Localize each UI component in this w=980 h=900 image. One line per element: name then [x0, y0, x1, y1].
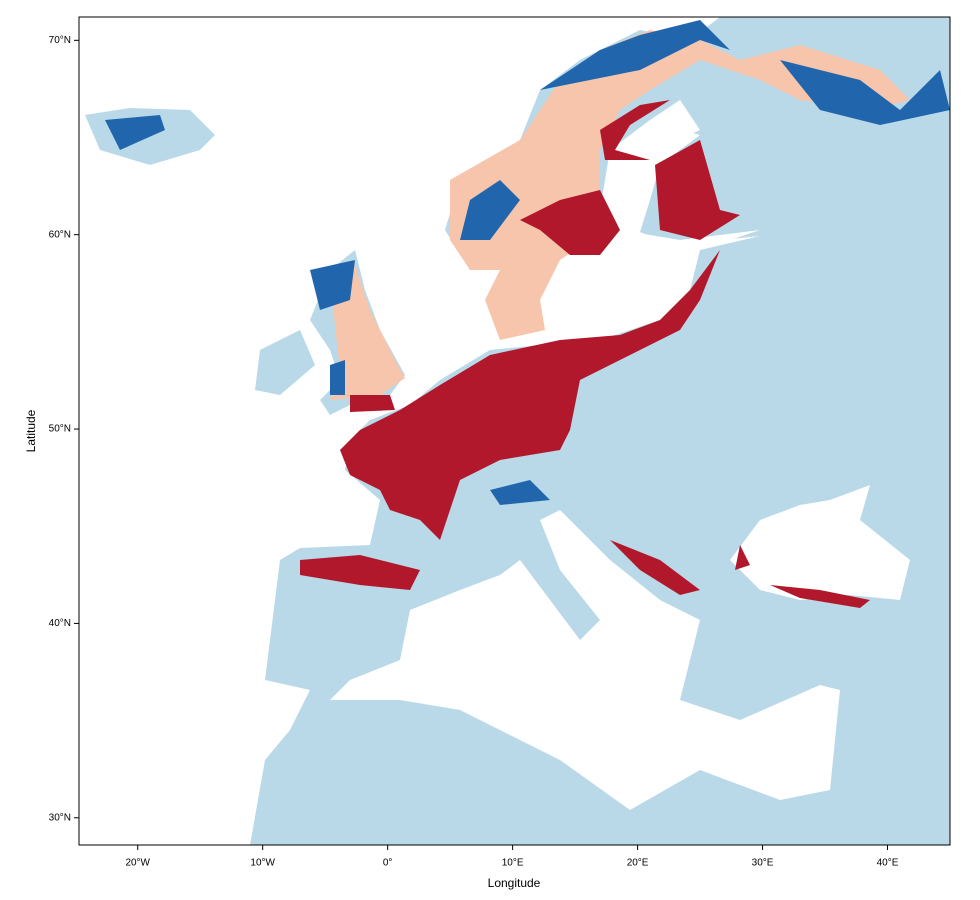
y-tick-label: 30°N [49, 812, 71, 823]
plot-frame [78, 16, 951, 846]
ireland [255, 330, 315, 395]
x-tick-label: 10°E [502, 858, 524, 869]
y-tick-label: 70°N [49, 35, 71, 46]
x-tick-label: 0° [383, 858, 393, 869]
y-tick-label: 60°N [49, 229, 71, 240]
x-tick-label: 30°E [752, 858, 774, 869]
x-tick-label: 20°W [125, 858, 150, 869]
x-tick-label: 20°E [627, 858, 649, 869]
y-tick-label: 50°N [49, 424, 71, 435]
map-layers [85, 17, 950, 845]
mediterranean [330, 510, 840, 810]
y-tick-label: 40°N [49, 618, 71, 629]
black-sea [730, 485, 910, 600]
x-tick-label: 40°E [877, 858, 899, 869]
y-axis-title: Latitude [24, 409, 38, 452]
x-tick-label: 10°W [250, 858, 275, 869]
region-red [300, 100, 870, 608]
region-peach [330, 30, 910, 400]
x-axis-title: Longitude [488, 876, 541, 890]
baltic-sea [560, 130, 760, 345]
